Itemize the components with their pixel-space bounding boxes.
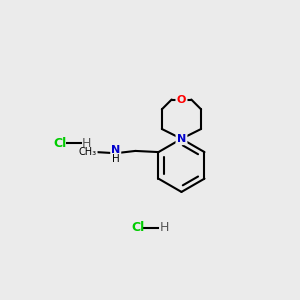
Text: O: O <box>177 94 186 104</box>
Text: H: H <box>82 137 92 150</box>
Text: H: H <box>112 154 120 164</box>
Text: H: H <box>160 221 169 234</box>
Text: N: N <box>177 134 186 144</box>
Text: Cl: Cl <box>131 221 144 234</box>
Text: Cl: Cl <box>54 137 67 150</box>
Text: N: N <box>111 145 120 155</box>
Text: CH₃: CH₃ <box>79 147 97 157</box>
